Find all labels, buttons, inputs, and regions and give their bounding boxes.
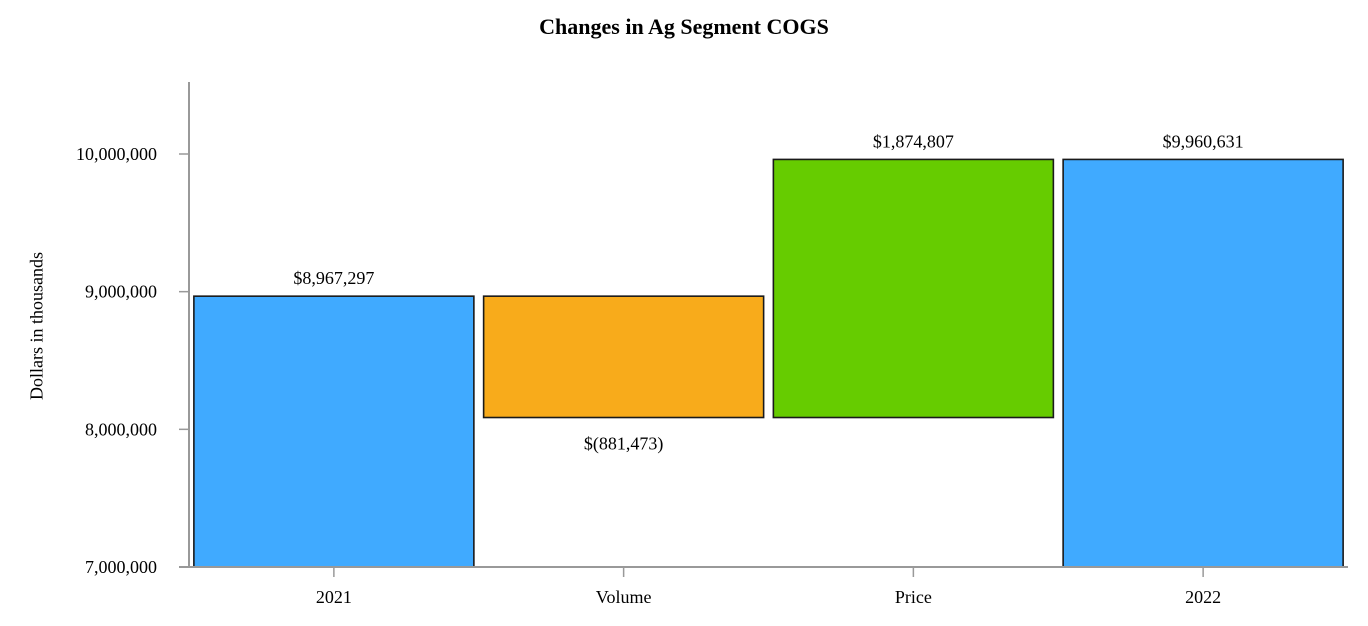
chart-title: Changes in Ag Segment COGS [539,14,829,39]
axes-group: 2021 Volume Price 2022 7,000,000 8,000,000 9,0… [76,82,1348,607]
y-tick-label: 7,000,000 [85,557,157,577]
data-label-2022: $9,960,631 [1163,131,1244,151]
y-tick-label: 9,000,000 [85,282,157,302]
data-label-volume: $(881,473) [584,434,664,455]
y-tick-label: 8,000,000 [85,419,157,439]
bars-group [193,158,1344,568]
bar-2021 [193,295,475,568]
x-tick-label: 2022 [1185,587,1221,607]
data-label-price: $1,874,807 [873,131,954,151]
x-tick-label: Volume [596,587,652,607]
y-tick-label: 10,000,000 [76,144,157,164]
x-tick-label: 2021 [316,587,352,607]
bar-price [772,158,1055,419]
bar-2022 [1062,158,1344,568]
bar-volume [482,295,765,419]
data-labels-group: $8,967,297 $(881,473) $1,874,807 $9,960,631 [293,131,1243,454]
x-tick-label: Price [895,587,932,607]
data-label-2021: $8,967,297 [293,268,374,288]
